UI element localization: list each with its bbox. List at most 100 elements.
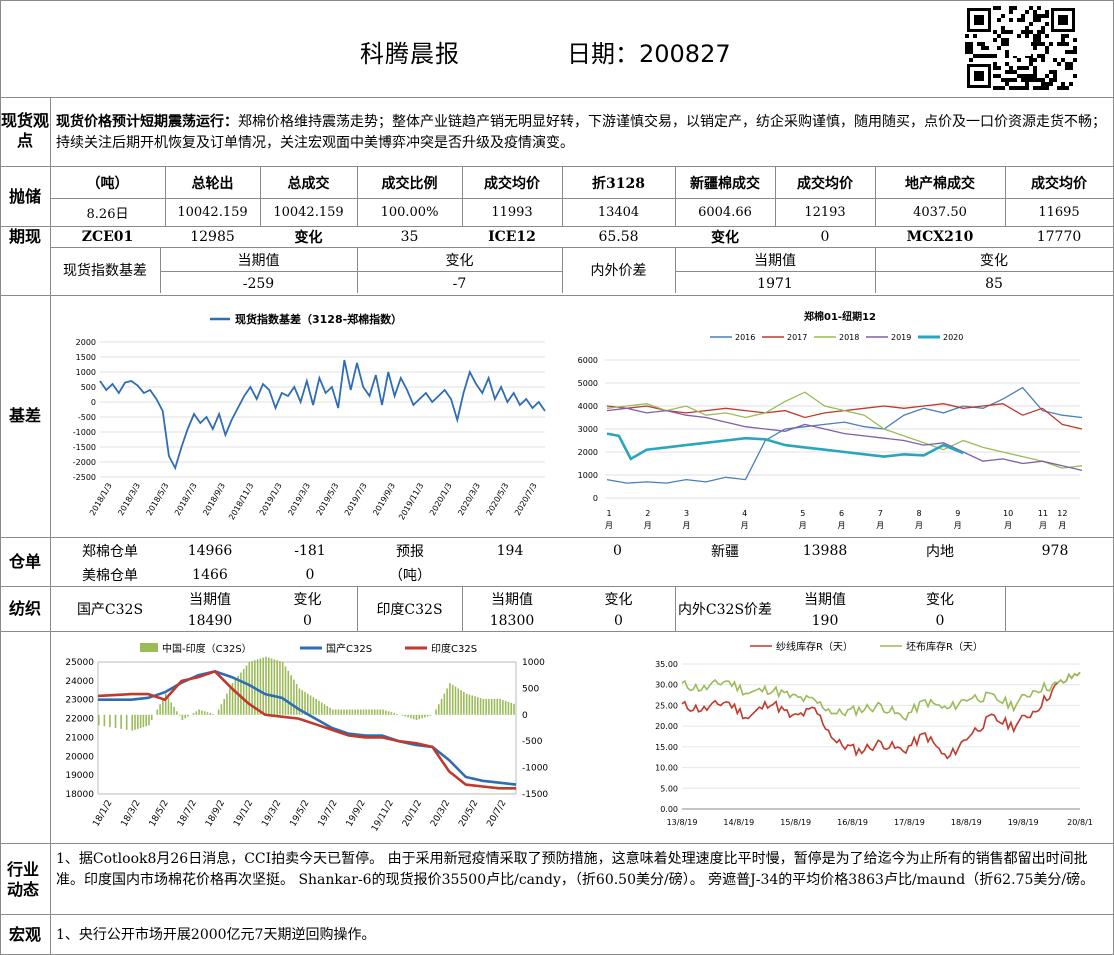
spot-body: 郑棉价格维持震荡走势；整体产业链趋产销无明显好转，下游谨慎交易，以销定产，纺企采…: [56, 114, 1106, 151]
chart3-bar: [440, 698, 443, 715]
chart2-legend-label: 2018: [839, 333, 859, 342]
chart3-bar: [223, 698, 225, 715]
domestic-chg-value: 0: [303, 613, 312, 629]
chart3-bar: [307, 693, 309, 715]
auction-header-cell: 成交均价: [797, 176, 853, 192]
chart2-xtick: 1: [606, 509, 611, 518]
chart3-bar: [170, 702, 173, 715]
chart3-bar: [357, 709, 359, 715]
section-macro: 宏观: [8, 925, 41, 944]
chart3-bar: [270, 658, 273, 715]
chart2-legend-label: 2016: [735, 333, 755, 342]
spread-c32s-chg-value: 0: [935, 613, 945, 629]
chart4-series-fabric: [681, 671, 1081, 722]
chart1-xtick: 2018/5/3: [145, 482, 171, 518]
chart2-title: 郑棉01-纽期12: [804, 310, 876, 323]
india-cur-label: 当期值: [491, 592, 533, 608]
chart1-ytick: -2500: [73, 473, 96, 482]
chart2-ytick: 0: [593, 494, 598, 503]
chart3-bar: [176, 711, 178, 715]
chart3-bar: [156, 709, 159, 715]
chart3-bar: [217, 709, 220, 715]
chart3-bar: [287, 670, 290, 715]
chart2-xtick-unit: 月: [915, 521, 923, 530]
futures-cell: ICE12: [488, 229, 536, 245]
chart3-bar: [460, 690, 462, 715]
auction-header-cell: 总轮出: [191, 176, 234, 192]
chart3-ytick-right: -1500: [522, 790, 548, 800]
chart3-bar: [412, 714, 415, 720]
chart2-xtick-unit: 月: [683, 521, 691, 530]
chart2-legend-label: 2019: [891, 333, 911, 342]
chart3-bar: [424, 714, 426, 718]
chart3-bar: [513, 703, 515, 715]
auction-value-cell: 100.00%: [380, 205, 439, 220]
chart3-ytick-left: 20000: [65, 752, 94, 762]
auction-value-cell: 10042.159: [273, 205, 344, 220]
chart3-bar: [393, 713, 395, 715]
us-warrant-value: 1466: [192, 567, 228, 583]
chart1-ytick: 1000: [76, 368, 96, 377]
chart3-bar: [173, 706, 175, 715]
basis-cur-label: 当期值: [237, 253, 280, 269]
india-chg-value: 0: [614, 613, 623, 629]
chart3-bar: [256, 659, 259, 715]
auction-header-cell: 折3128: [592, 176, 645, 192]
chart4-ytick: 15.00: [655, 743, 678, 752]
chart3-bar: [387, 711, 390, 715]
chart4-xtick: 13/8/19: [667, 818, 698, 827]
chart2-xtick: 9: [955, 509, 960, 518]
chart3-ytick-right: -1000: [522, 764, 548, 774]
chart3-bar: [195, 711, 198, 715]
chart3-xtick: 20/1/2: [401, 799, 424, 829]
chart1-xtick: 2018/9/3: [201, 482, 227, 518]
domestic-chg-label: 变化: [293, 592, 322, 608]
chart2-xtick-unit: 月: [1039, 521, 1047, 530]
futures-cell: ZCE01: [81, 229, 134, 245]
chart3-bar: [284, 666, 287, 715]
chart3-bar: [279, 661, 281, 715]
chart3-xtick: 20/7/2: [485, 799, 508, 829]
chart3-bar: [304, 691, 306, 715]
chart3-bar: [365, 709, 368, 715]
chart3-bar: [482, 698, 485, 715]
chart2-ytick: 4000: [578, 402, 598, 411]
chart3-bar: [351, 709, 354, 715]
chart3-ytick-left: 25000: [65, 658, 94, 668]
c32s-price-chart: 中国-印度（C32S） 国产C32S 印度C32S 25000 24000 23000 22…: [65, 642, 548, 834]
chart1-xtick: 2019/9/3: [371, 482, 397, 518]
chart3-bar: [499, 698, 501, 715]
auction-value-cell: 13404: [597, 205, 640, 220]
xinjiang-value: 13988: [802, 543, 848, 559]
chart2-xtick-unit: 月: [605, 521, 613, 530]
chart3-xtick: 19/11/2: [370, 799, 396, 834]
chart4-ytick: 5.00: [660, 784, 678, 793]
chart3-bar: [334, 709, 337, 715]
chart3-bar: [201, 710, 203, 715]
auction-header-cell: 成交均价: [1031, 176, 1087, 192]
chart3-bar: [109, 714, 111, 728]
chart3-bar: [488, 698, 490, 715]
industry-news: 1、据Cotlook8月26日消息，CCI拍卖今天已暂停。 由于采用新冠疫情采取…: [56, 851, 1095, 888]
c32s-spread-label: 内外C32S价差: [677, 602, 773, 618]
chart3-bar: [465, 693, 468, 715]
chart3-bar: [337, 709, 340, 715]
chart3-bar: [371, 709, 373, 715]
futures-cell: 0: [820, 229, 830, 245]
section-textile: 纺织: [8, 599, 41, 618]
chart3-bar: [240, 672, 242, 715]
domestic-cur-label: 当期值: [189, 592, 231, 608]
chart4-xtick: 18/8/19: [951, 818, 982, 827]
chart1-xtick: 2020/3/3: [456, 482, 482, 518]
section-spot: 现货观点: [0, 111, 49, 150]
chart2-xtick: 3: [684, 509, 689, 518]
section-warehouse: 仓单: [8, 552, 41, 571]
spread-chg-value: 85: [985, 276, 1003, 292]
chart3-bar: [415, 714, 418, 721]
inland-label: 内地: [926, 544, 954, 560]
chart3-bar: [103, 714, 106, 727]
spot-commentary: 现货价格预计短期震荡运行：郑棉价格维持震荡走势；整体产业链趋产销无明显好转，下游…: [56, 112, 1108, 154]
chart3-bar: [410, 714, 412, 719]
chart3-ytick-left: 22000: [65, 715, 94, 725]
